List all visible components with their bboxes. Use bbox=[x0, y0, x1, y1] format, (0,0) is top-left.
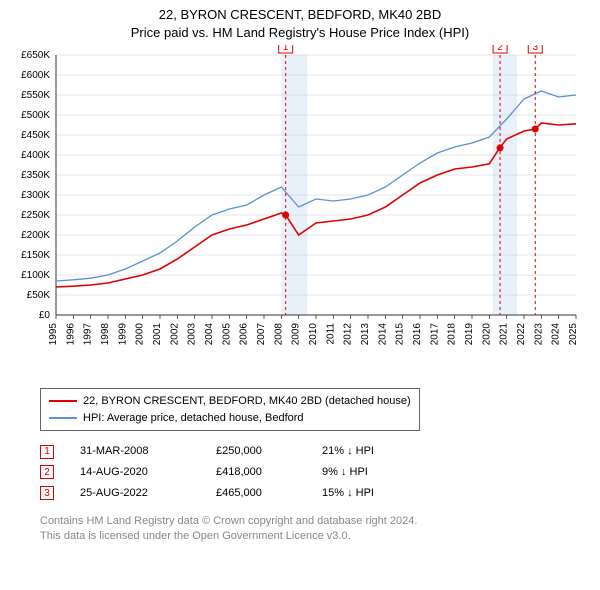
svg-text:£650K: £650K bbox=[21, 50, 50, 61]
svg-text:2019: 2019 bbox=[464, 323, 475, 346]
sale-vs-hpi: 21% ↓ HPI bbox=[322, 441, 432, 462]
sales-table: 1 31-MAR-2008 £250,000 21% ↓ HPI 2 14-AUG-202… bbox=[40, 441, 592, 504]
legend-label: HPI: Average price, detached house, Bedf… bbox=[83, 410, 304, 427]
svg-text:1998: 1998 bbox=[100, 323, 111, 346]
sale-row: 2 14-AUG-2020 £418,000 9% ↓ HPI bbox=[40, 462, 592, 483]
svg-text:2006: 2006 bbox=[239, 323, 250, 346]
svg-text:2018: 2018 bbox=[447, 323, 458, 346]
svg-text:2008: 2008 bbox=[273, 323, 284, 346]
title-line2: Price paid vs. HM Land Registry's House … bbox=[8, 24, 592, 42]
sale-date: 14-AUG-2020 bbox=[80, 462, 190, 483]
sale-date: 25-AUG-2022 bbox=[80, 483, 190, 504]
svg-text:2020: 2020 bbox=[481, 323, 492, 346]
svg-text:2003: 2003 bbox=[187, 323, 198, 346]
svg-text:£550K: £550K bbox=[21, 90, 50, 101]
svg-text:2012: 2012 bbox=[343, 323, 354, 346]
svg-text:2001: 2001 bbox=[152, 323, 163, 346]
svg-text:£500K: £500K bbox=[21, 110, 50, 121]
legend-row: HPI: Average price, detached house, Bedf… bbox=[49, 410, 411, 427]
svg-text:2023: 2023 bbox=[533, 323, 544, 346]
svg-text:2013: 2013 bbox=[360, 323, 371, 346]
line-chart: £0 £50K £100K £150K £200K £250K £300K £350K £400… bbox=[8, 45, 592, 375]
svg-text:2007: 2007 bbox=[256, 323, 267, 346]
svg-text:2022: 2022 bbox=[516, 323, 527, 346]
svg-text:1996: 1996 bbox=[65, 323, 76, 346]
sale-price: £250,000 bbox=[216, 441, 296, 462]
svg-text:1995: 1995 bbox=[48, 323, 59, 346]
sale-marker-box: 1 bbox=[40, 445, 54, 459]
svg-text:£600K: £600K bbox=[21, 70, 50, 81]
svg-text:2002: 2002 bbox=[169, 323, 180, 346]
svg-text:£100K: £100K bbox=[21, 270, 50, 281]
svg-text:2021: 2021 bbox=[499, 323, 510, 346]
sale-marker-box: 2 bbox=[40, 465, 54, 479]
svg-text:£300K: £300K bbox=[21, 190, 50, 201]
footer-line1: Contains HM Land Registry data © Crown c… bbox=[40, 514, 592, 529]
svg-text:2004: 2004 bbox=[204, 323, 215, 346]
chart-title: 22, BYRON CRESCENT, BEDFORD, MK40 2BD Pr… bbox=[8, 6, 592, 41]
legend-swatch bbox=[49, 400, 77, 402]
sale-row: 1 31-MAR-2008 £250,000 21% ↓ HPI bbox=[40, 441, 592, 462]
svg-text:£400K: £400K bbox=[21, 150, 50, 161]
svg-text:£450K: £450K bbox=[21, 130, 50, 141]
svg-text:2: 2 bbox=[497, 45, 503, 53]
svg-text:£200K: £200K bbox=[21, 230, 50, 241]
sale-price: £465,000 bbox=[216, 483, 296, 504]
svg-text:1999: 1999 bbox=[117, 323, 128, 346]
svg-text:2009: 2009 bbox=[291, 323, 302, 346]
svg-text:£0: £0 bbox=[39, 310, 51, 321]
sale-row: 3 25-AUG-2022 £465,000 15% ↓ HPI bbox=[40, 483, 592, 504]
sale-marker-box: 3 bbox=[40, 486, 54, 500]
sale-price: £418,000 bbox=[216, 462, 296, 483]
svg-text:2016: 2016 bbox=[412, 323, 423, 346]
chart-area: £0 £50K £100K £150K £200K £250K £300K £350K £400… bbox=[8, 45, 592, 380]
svg-text:1997: 1997 bbox=[83, 323, 94, 346]
svg-text:2005: 2005 bbox=[221, 323, 232, 346]
svg-text:2014: 2014 bbox=[377, 323, 388, 346]
svg-text:£150K: £150K bbox=[21, 250, 50, 261]
svg-text:2025: 2025 bbox=[568, 323, 579, 346]
sale-vs-hpi: 9% ↓ HPI bbox=[322, 462, 432, 483]
footer-attribution: Contains HM Land Registry data © Crown c… bbox=[40, 514, 592, 544]
svg-text:2015: 2015 bbox=[395, 323, 406, 346]
sale-date: 31-MAR-2008 bbox=[80, 441, 190, 462]
svg-text:£250K: £250K bbox=[21, 210, 50, 221]
footer-line2: This data is licensed under the Open Gov… bbox=[40, 529, 592, 544]
legend: 22, BYRON CRESCENT, BEDFORD, MK40 2BD (d… bbox=[40, 388, 420, 431]
svg-text:1: 1 bbox=[283, 45, 289, 53]
svg-text:2024: 2024 bbox=[551, 323, 562, 346]
svg-text:£350K: £350K bbox=[21, 170, 50, 181]
svg-text:2000: 2000 bbox=[135, 323, 146, 346]
svg-text:£50K: £50K bbox=[27, 290, 51, 301]
legend-label: 22, BYRON CRESCENT, BEDFORD, MK40 2BD (d… bbox=[83, 393, 411, 410]
svg-text:2017: 2017 bbox=[429, 323, 440, 346]
sale-vs-hpi: 15% ↓ HPI bbox=[322, 483, 432, 504]
svg-text:3: 3 bbox=[532, 45, 538, 53]
title-line1: 22, BYRON CRESCENT, BEDFORD, MK40 2BD bbox=[8, 6, 592, 24]
legend-row: 22, BYRON CRESCENT, BEDFORD, MK40 2BD (d… bbox=[49, 393, 411, 410]
svg-text:2010: 2010 bbox=[308, 323, 319, 346]
legend-swatch bbox=[49, 417, 77, 419]
svg-text:2011: 2011 bbox=[325, 323, 336, 345]
